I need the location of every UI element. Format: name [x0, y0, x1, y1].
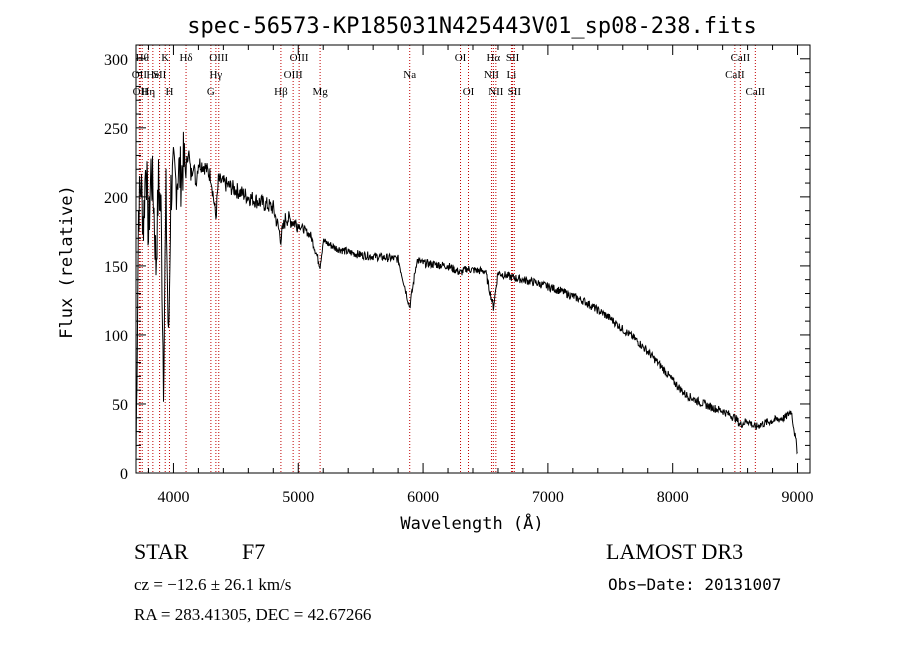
observation-date: Obs−Date: 20131007 — [608, 575, 781, 594]
line-marker-label: CaII — [725, 69, 745, 81]
line-marker-label: NII — [484, 69, 500, 81]
line-marker-label: Hα — [486, 52, 500, 64]
emission-line-markers — [138, 45, 756, 473]
line-marker-label: CaII — [731, 52, 751, 64]
x-tick-label: 9000 — [782, 489, 814, 506]
line-marker-label: Hγ — [209, 69, 222, 81]
line-marker-label: Hβ — [274, 86, 288, 98]
x-tick-label: 4000 — [157, 489, 189, 506]
y-tick-label: 300 — [104, 52, 128, 69]
object-subclass: F7 — [242, 539, 265, 564]
line-marker-label: SII — [508, 86, 522, 98]
line-marker-label: SII — [153, 69, 167, 81]
x-tick-label: 5000 — [282, 489, 314, 506]
line-marker-label: Hδ — [179, 52, 192, 64]
line-marker-label: Li — [507, 69, 517, 81]
emission-line-labels: OIIOIIHθHηHeSIIKHHδGHγOIIIHβOIIIOIIIMgNa… — [132, 52, 766, 98]
y-tick-label: 200 — [104, 190, 128, 207]
x-axis-ticks: 4000 5000 6000 7000 8000 9000 — [147, 45, 814, 506]
redshift-cz: cz = −12.6 ± 26.1 km/s — [134, 575, 291, 594]
line-marker-label: OII — [133, 86, 149, 98]
line-marker-label: H — [165, 86, 173, 98]
line-marker-label: Hθ — [136, 52, 149, 64]
line-marker-label: OIII — [284, 69, 303, 81]
x-tick-label: 8000 — [657, 489, 689, 506]
line-marker-label: OI — [463, 86, 475, 98]
object-class: STAR — [134, 539, 189, 564]
y-tick-label: 50 — [112, 397, 128, 414]
line-marker-label: OII — [132, 69, 148, 81]
line-marker-label: K — [161, 52, 169, 64]
line-marker-label: OI — [455, 52, 467, 64]
coordinates: RA = 283.41305, DEC = 42.67266 — [134, 605, 371, 624]
line-marker-label: NII — [488, 86, 504, 98]
line-marker-label: SII — [506, 52, 520, 64]
line-marker-label: He — [146, 69, 159, 81]
x-tick-label: 6000 — [407, 489, 439, 506]
plot-frame — [135, 44, 811, 474]
line-marker-label: G — [207, 86, 215, 98]
chart-title: spec-56573-KP185031N425443V01_sp08-238.f… — [187, 14, 757, 39]
line-marker-label: Hη — [141, 86, 155, 98]
x-tick-label: 7000 — [532, 489, 564, 506]
spectrum-line — [135, 131, 798, 460]
x-axis-label: Wavelength (Å) — [400, 512, 543, 534]
y-tick-label: 100 — [104, 328, 128, 345]
y-axis-ticks: 0 50 100 150 200 250 300 — [104, 52, 810, 483]
y-tick-label: 150 — [104, 259, 128, 276]
line-marker-label: CaII — [746, 86, 766, 98]
line-marker-label: Mg — [312, 86, 328, 98]
survey-name: LAMOST DR3 — [606, 539, 743, 564]
line-marker-label: OIII — [209, 52, 228, 64]
line-marker-label: Na — [403, 69, 416, 81]
y-tick-label: 0 — [120, 466, 128, 483]
y-axis-label: Flux (relative) — [57, 185, 77, 339]
y-tick-label: 250 — [104, 121, 128, 138]
line-marker-label: OIII — [290, 52, 309, 64]
